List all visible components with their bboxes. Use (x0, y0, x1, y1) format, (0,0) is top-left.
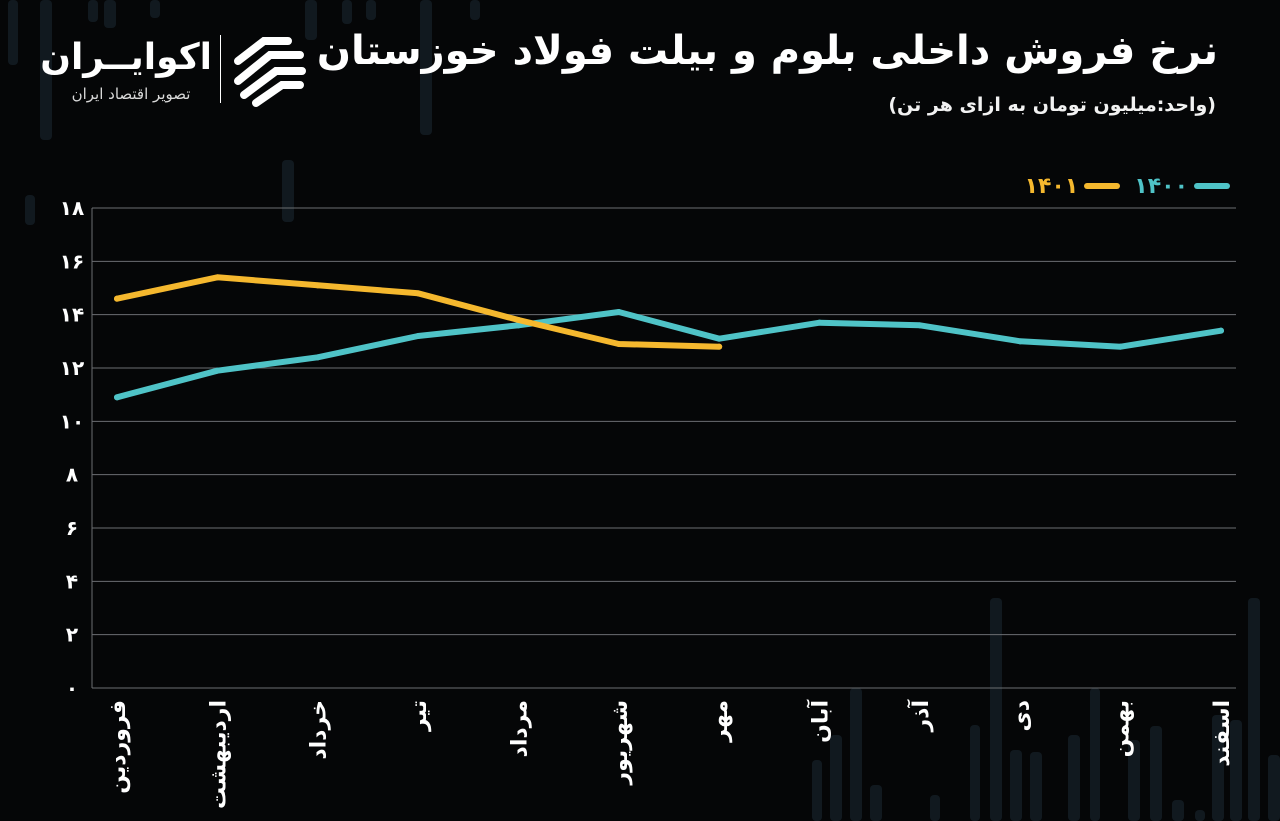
background-bar-6 (342, 0, 352, 24)
background-bar-27 (870, 785, 882, 821)
background-bar-25 (830, 735, 842, 821)
background-bar-9 (470, 0, 480, 20)
chart-subtitle: (واحد:میلیون تومان به ازای هر تن) (888, 94, 1216, 116)
y-tick-label-9: ۱۸ (60, 196, 84, 220)
series-line-0 (114, 309, 1224, 401)
chart-title: نرخ فروش داخلی بلوم و بیلت فولاد خوزستان (316, 28, 1218, 74)
brand-block: اکوایــران تصویر اقتصاد ایران (40, 33, 320, 113)
background-bar-26 (850, 688, 862, 821)
series-0-point-7 (816, 319, 823, 326)
y-tick-label-6: ۱۲ (60, 356, 84, 380)
background-bar-13 (1010, 750, 1022, 821)
background-bar-28 (930, 795, 940, 821)
x-tick-label-10: بهمن (1110, 700, 1135, 757)
series-0-point-8 (916, 322, 923, 329)
brand-name: اکوایــران (40, 37, 212, 78)
background-bar-14 (1030, 752, 1042, 821)
background-bar-3 (104, 0, 116, 28)
y-tick-label-7: ۱۴ (60, 303, 84, 327)
series-1-point-2 (314, 282, 321, 289)
series-0-point-9 (1017, 338, 1024, 345)
legend-item-1401: ۱۴۰۱ (1025, 174, 1121, 199)
background-bar-16 (1090, 688, 1100, 821)
series-0-point-1 (214, 367, 221, 374)
background-bar-18 (1150, 726, 1162, 821)
ecoiran-logo-icon (234, 37, 306, 107)
y-tick-label-8: ۱۶ (60, 249, 84, 273)
series-0-point-6 (716, 335, 723, 342)
series-1-point-6 (716, 343, 723, 350)
background-bar-4 (150, 0, 160, 18)
background-bar-21 (1212, 715, 1224, 821)
background-bar-10 (282, 160, 294, 222)
background-bar-22 (1230, 720, 1242, 821)
background-bar-1 (40, 0, 52, 140)
y-tick-label-4: ۸ (66, 463, 78, 487)
series-1-point-4 (515, 317, 522, 323)
series-1-point-0 (114, 295, 120, 302)
x-tick-label-7: آبان (806, 700, 834, 743)
background-bar-19 (1172, 800, 1184, 821)
legend-swatch-1400 (1194, 183, 1230, 189)
background-bar-5 (305, 0, 317, 40)
x-tick-label-8: آذر (906, 700, 934, 733)
background-bar-17 (1128, 740, 1140, 821)
series-1-point-3 (415, 290, 422, 297)
background-bar-0 (8, 0, 18, 65)
y-tick-label-3: ۶ (66, 516, 78, 540)
series-1-point-1 (214, 274, 221, 281)
x-tick-label-4: مرداد (507, 700, 532, 757)
background-bar-15 (1068, 735, 1080, 821)
x-tick-label-0: فروردین (106, 700, 131, 794)
series-1-point-5 (615, 341, 622, 347)
y-tick-label-1: ۲ (66, 623, 78, 647)
x-tick-label-6: مهر (708, 700, 733, 743)
brand-divider (220, 35, 221, 103)
series-0-point-4 (515, 322, 522, 329)
background-bar-12 (990, 598, 1002, 821)
series-0-point-0 (114, 394, 120, 401)
x-tick-label-9: دی (1009, 700, 1034, 731)
series-0-point-10 (1117, 343, 1124, 350)
series-0-point-2 (314, 354, 321, 361)
y-tick-label-5: ۱۰ (60, 409, 84, 433)
background-bar-30 (812, 760, 822, 821)
legend-item-1400: ۱۴۰۰ (1134, 174, 1230, 199)
background-bar-23 (1248, 598, 1260, 821)
legend: ۱۴۰۰ ۱۴۰۱ (1025, 172, 1230, 200)
series-0-point-11 (1218, 327, 1224, 334)
x-tick-label-2: خرداد (307, 700, 332, 760)
x-tick-label-1: اردیبهشت (206, 700, 231, 809)
legend-label-1400: ۱۴۰۰ (1134, 173, 1188, 199)
y-tick-label-0: ۰ (66, 676, 78, 700)
background-bar-20 (1195, 810, 1205, 821)
background-bar-29 (970, 725, 980, 821)
background-bar-11 (25, 195, 35, 225)
x-tick-label-3: تیر (407, 700, 432, 732)
legend-label-1401: ۱۴۰۱ (1024, 173, 1079, 199)
series-0-point-3 (415, 333, 422, 339)
background-bar-2 (88, 0, 98, 22)
series-0-point-5 (615, 309, 622, 315)
background-bar-7 (366, 0, 376, 20)
x-tick-label-11: اسفند (1210, 700, 1235, 767)
legend-swatch-1401 (1084, 183, 1121, 189)
background-bar-8 (420, 0, 432, 135)
x-tick-label-5: شهریور (608, 700, 633, 786)
y-tick-label-2: ۴ (66, 569, 78, 593)
brand-tagline: تصویر اقتصاد ایران (71, 85, 191, 103)
background-bar-24 (1268, 755, 1280, 821)
